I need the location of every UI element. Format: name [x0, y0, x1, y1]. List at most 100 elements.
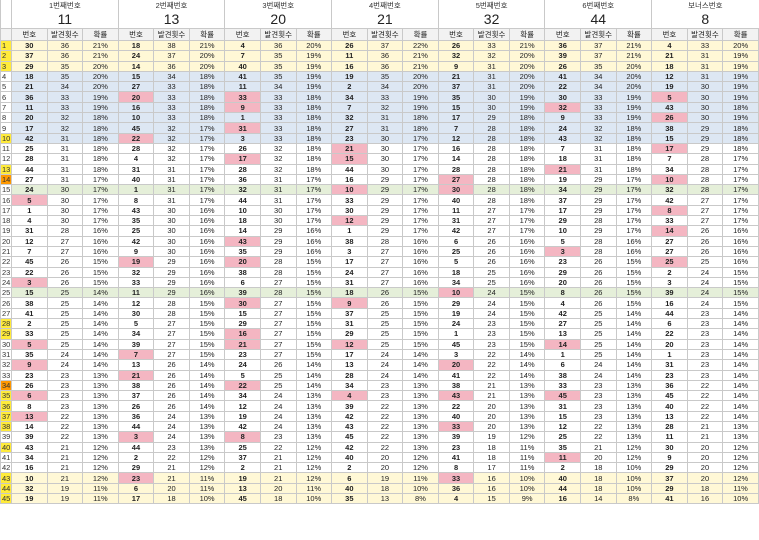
ball-number: 12: [331, 215, 368, 227]
ball-number: 43: [331, 420, 368, 433]
probability: 17%: [508, 225, 546, 237]
ball-number: 1: [11, 204, 48, 217]
probability: 12%: [722, 472, 759, 484]
group-title: 6번째번호: [544, 0, 652, 11]
ball-number: 45: [117, 122, 155, 134]
ball-number: 42: [651, 194, 688, 206]
ball-number: 36: [544, 39, 581, 52]
row-index: 17: [0, 204, 12, 217]
found-count: 31: [580, 142, 617, 155]
row-index: 19: [0, 225, 12, 237]
ball-number: 45: [331, 431, 368, 443]
probability: 19%: [295, 60, 333, 72]
ball-number: 43: [224, 235, 261, 247]
ball-number: 44: [224, 194, 261, 206]
found-count: 26: [580, 297, 617, 309]
probability: 17%: [402, 204, 439, 217]
ball-number: 41: [544, 70, 581, 83]
found-count: 33: [153, 112, 190, 124]
ball-number: 24: [437, 318, 475, 330]
probability: 16%: [188, 245, 226, 258]
ball-number: 37: [224, 451, 261, 464]
found-count: 36: [153, 60, 190, 72]
probability: 18%: [188, 112, 226, 124]
ball-number: 18: [117, 39, 155, 52]
found-count: 22: [473, 369, 510, 381]
ball-number: 6: [224, 276, 261, 289]
found-count: 27: [259, 348, 297, 361]
probability: 18%: [722, 142, 759, 155]
probability: 16%: [402, 245, 439, 258]
probability: 19%: [295, 50, 333, 62]
found-count: 30: [46, 204, 84, 217]
found-count: 21: [46, 472, 84, 484]
found-count: 23: [686, 328, 724, 340]
probability: 18%: [508, 122, 546, 134]
found-count: 17: [473, 462, 510, 474]
found-count: 34: [580, 81, 617, 93]
row-index: 35: [0, 390, 12, 402]
probability: 15%: [295, 276, 333, 289]
probability: 20%: [82, 81, 119, 93]
ball-number: 22: [437, 400, 475, 412]
ball-number: 4: [544, 297, 581, 309]
found-count: 33: [46, 91, 84, 103]
probability: 15%: [722, 276, 759, 289]
ball-number: 39: [11, 431, 48, 443]
found-count: 31: [153, 194, 190, 206]
probability: 10%: [295, 493, 333, 505]
ball-number: 13: [11, 410, 48, 422]
found-count: 21: [686, 420, 724, 433]
probability: 19%: [402, 91, 439, 103]
found-count: 22: [366, 441, 404, 453]
ball-number: 37: [651, 472, 688, 484]
ball-number: 31: [331, 318, 368, 330]
found-count: 33: [259, 91, 297, 103]
probability: 13%: [508, 420, 546, 433]
found-count: 23: [686, 359, 724, 371]
probability: 17%: [722, 194, 759, 206]
table-row: 34 26 23 13% 38 26 14% 22 25 14% 34 23 13% 38 21 13% 33 2…: [0, 379, 759, 392]
probability: 13%: [508, 379, 546, 392]
probability: 14%: [188, 390, 226, 402]
found-count: 29: [686, 142, 724, 155]
found-count: 24: [686, 276, 724, 289]
ball-number: 43: [117, 204, 155, 217]
ball-number: 38: [224, 266, 261, 278]
ball-number: 31: [224, 122, 261, 134]
ball-number: 29: [331, 328, 368, 340]
probability: 15%: [722, 266, 759, 278]
probability: 20%: [82, 70, 119, 83]
probability: 16%: [188, 276, 226, 289]
probability: 18%: [615, 122, 653, 134]
ball-number: 44: [117, 441, 155, 453]
found-count: 29: [153, 287, 190, 299]
probability: 13%: [82, 400, 119, 412]
probability: 17%: [188, 173, 226, 186]
probability: 18%: [402, 112, 439, 124]
ball-number: 15: [651, 132, 688, 144]
col-header-count: 발견횟수: [366, 28, 404, 41]
probability: 18%: [295, 101, 333, 114]
group-drawn-number: 21: [331, 11, 439, 29]
ball-number: 39: [331, 400, 368, 412]
probability: 16%: [508, 235, 546, 247]
found-count: 24: [259, 410, 297, 422]
row-index: 1: [0, 39, 12, 52]
found-count: 27: [473, 225, 510, 237]
table-row: 25 15 25 14% 11 29 16% 39 28 15% 18 26 15% 10 24 15% 8 26…: [0, 287, 759, 299]
ball-number: 6: [117, 482, 155, 495]
probability: 17%: [188, 194, 226, 206]
found-count: 27: [686, 204, 724, 217]
found-count: 30: [366, 132, 404, 144]
probability: 12%: [295, 441, 333, 453]
probability: 14%: [188, 369, 226, 381]
ball-number: 31: [11, 225, 48, 237]
found-count: 21: [46, 462, 84, 474]
ball-number: 35: [331, 493, 368, 505]
probability: 17%: [82, 173, 119, 186]
found-count: 27: [153, 338, 190, 350]
ball-number: 45: [437, 338, 475, 350]
ball-number: 21: [117, 369, 155, 381]
ball-number: 5: [544, 235, 581, 247]
